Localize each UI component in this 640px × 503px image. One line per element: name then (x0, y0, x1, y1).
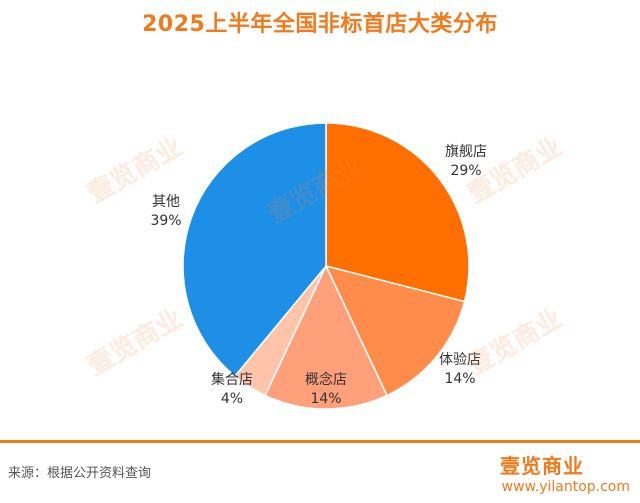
slice-label-name: 其他 (152, 194, 180, 210)
brand-logo: 壹览商业 (500, 454, 584, 478)
slice-label-name: 旗舰店 (445, 144, 487, 160)
pie-chart: 旗舰店 29% 体验店 14% 概念店 14% 集合店 4% 其他 39% (150, 122, 487, 410)
footer-divider (0, 440, 640, 443)
slice-label-value: 14% (310, 391, 341, 407)
brand-block: 壹览商业 www.yilantop.com (500, 450, 630, 495)
pie-slice-5 (182, 122, 327, 378)
slice-label-value: 29% (450, 163, 481, 179)
slice-label-name: 概念店 (305, 371, 347, 388)
chart-title: 2025上半年全国非标首店大类分布 (142, 12, 498, 37)
slice-label-name: 体验店 (439, 352, 481, 368)
brand-url: www.yilantop.com (501, 479, 630, 495)
slice-label-value: 14% (444, 371, 475, 387)
slice-label-value: 4% (221, 391, 243, 407)
pie-slice-2 (324, 264, 466, 397)
slice-label-name: 集合店 (211, 371, 253, 388)
source-note: 来源：根据公开资料查询 (8, 466, 152, 481)
pie-slice-3 (264, 264, 388, 410)
pie-slice-1 (325, 122, 470, 303)
slice-label-value: 39% (150, 213, 181, 229)
